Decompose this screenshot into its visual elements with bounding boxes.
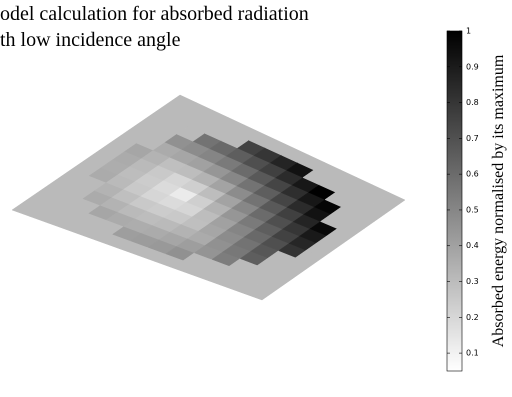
colorbar-tick-label: 0.6: [466, 170, 479, 179]
colorbar-label: Absorbed energy normalised by its maximu…: [490, 54, 507, 347]
colorbar: [446, 30, 463, 372]
surface-cell: [378, 192, 406, 208]
colorbar-tick-label: 0.7: [466, 134, 479, 143]
surface: [11, 94, 406, 301]
colorbar-tick-label: 0.4: [466, 241, 479, 250]
colorbar-tick-label: 0.3: [466, 277, 479, 286]
colorbar-tick-label: 0.5: [466, 205, 479, 214]
colorbar-tick-label: 1: [466, 27, 471, 36]
title-line: th low incidence angle: [0, 29, 181, 51]
title-line: odel calculation for absorbed radiation: [0, 3, 309, 25]
colorbar-tick-label: 0.2: [466, 313, 479, 322]
colorbar-tick-label: 0.1: [466, 349, 479, 358]
colorbar-axis: 0.1 0.2 0.3 0.4 0.5 0.6 0.7 0.8 0.9 1: [447, 27, 479, 358]
colorbar-tick-label: 0.9: [466, 62, 479, 71]
colorbar-tick-label: 0.8: [466, 98, 479, 107]
